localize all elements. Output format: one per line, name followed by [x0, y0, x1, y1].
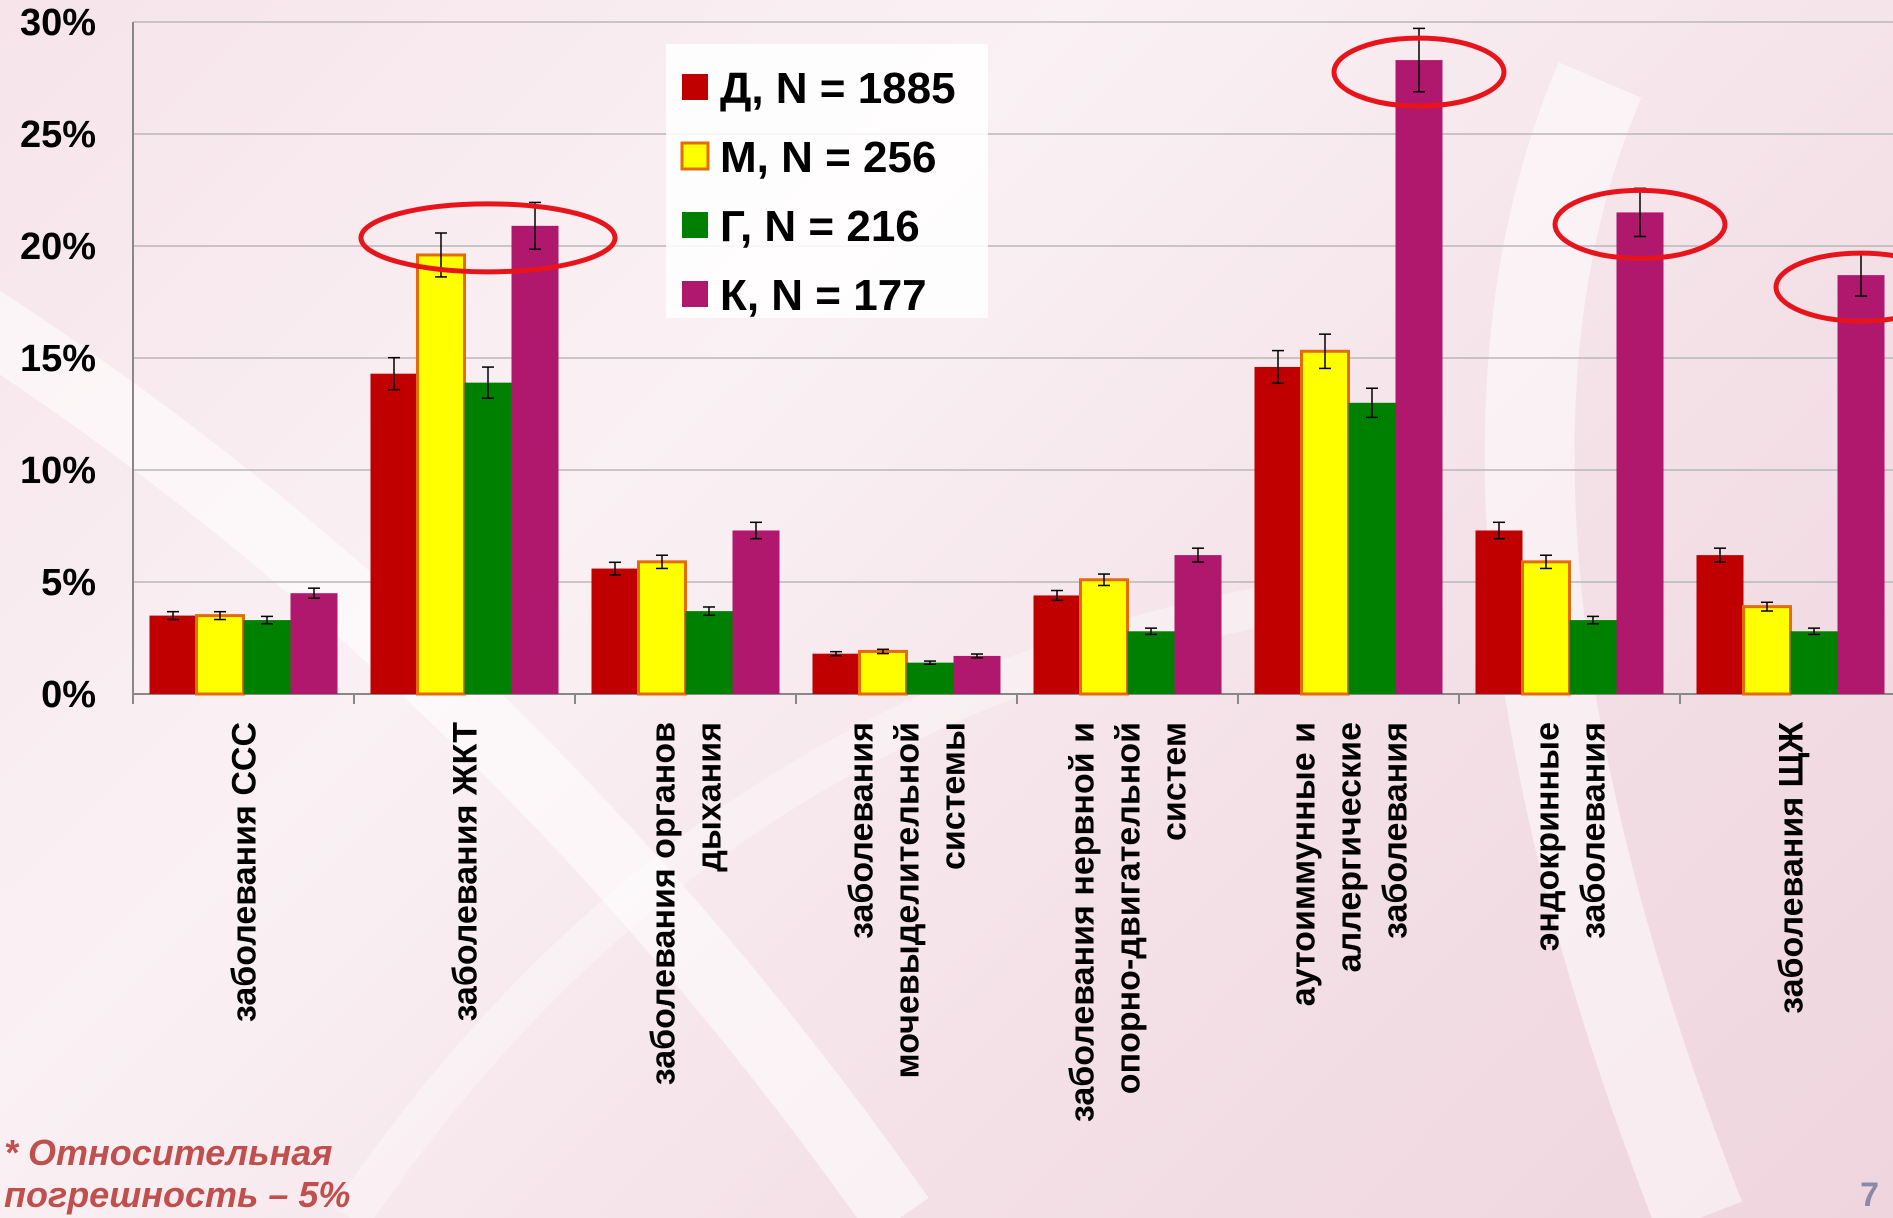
category-label-line: заболевания ЖКТ — [447, 722, 485, 1022]
bar — [1837, 275, 1885, 694]
category-label-line: системы — [935, 722, 973, 870]
bar — [1521, 560, 1571, 696]
bar — [858, 649, 908, 696]
category-label-line: систем — [1156, 722, 1194, 841]
category-label: аутоиммунные и аллергические заболевания — [1285, 722, 1415, 1006]
category-label: заболевания органов дыхания — [645, 722, 729, 1085]
category-label-line: эндокринные — [1529, 722, 1567, 951]
category-label-line: заболевания — [1575, 722, 1613, 939]
bar — [1475, 530, 1523, 694]
category-label-line: заболевания ЩЖ — [1773, 722, 1811, 1014]
category-label: заболевания ЖКТ — [447, 722, 485, 1022]
y-tick-label: 0% — [41, 674, 96, 716]
legend-label: Д, N = 1885 — [720, 64, 956, 113]
highlight-ellipse — [1552, 187, 1728, 261]
bar — [1348, 402, 1396, 694]
bar — [1696, 555, 1744, 694]
legend-swatch — [680, 141, 710, 171]
legend-label: М, N = 256 — [720, 133, 936, 182]
category-label-line: аллергические — [1331, 722, 1369, 972]
category-label-line: заболевания нервной и — [1064, 722, 1102, 1122]
bar — [1395, 60, 1443, 694]
bar — [1033, 595, 1081, 694]
legend-box — [666, 44, 988, 318]
category-label: заболевания мочевыделительной системы — [843, 722, 973, 1078]
legend-swatch — [682, 281, 708, 307]
legend-label: Г, N = 216 — [720, 202, 920, 251]
bar — [416, 253, 466, 696]
bar — [290, 593, 338, 694]
bar — [1569, 620, 1617, 694]
y-tick-label: 25% — [20, 114, 96, 156]
y-tick-label: 20% — [20, 226, 96, 268]
bar — [812, 653, 860, 694]
bar — [685, 611, 733, 694]
category-label-line: мочевыделительной — [889, 722, 927, 1078]
highlight-ellipse — [1773, 250, 1893, 324]
bar — [195, 614, 245, 696]
y-tick-label: 10% — [20, 450, 96, 492]
bar — [243, 620, 291, 694]
category-label-line: заболевания — [843, 722, 881, 939]
bar — [1254, 366, 1302, 694]
bar — [1127, 631, 1175, 694]
bar — [370, 373, 418, 694]
bar — [1616, 212, 1664, 694]
category-label-line: дыхания — [691, 722, 729, 872]
bar — [511, 225, 559, 694]
bar — [1079, 578, 1129, 696]
bar — [464, 382, 512, 694]
bar — [637, 560, 687, 696]
legend-swatch — [682, 74, 708, 100]
bar — [953, 655, 1001, 694]
bar — [149, 615, 197, 694]
bar — [591, 568, 639, 694]
category-label-line: заболевания органов — [645, 722, 683, 1085]
footnote: * Относительная погрешность – 5% — [4, 1132, 351, 1215]
category-label-line: аутоиммунные и — [1285, 722, 1323, 1006]
y-tick-label: 30% — [20, 2, 96, 44]
bar — [1742, 605, 1792, 696]
highlight-ellipse — [358, 201, 618, 275]
legend-label: К, N = 177 — [720, 271, 927, 320]
bar — [732, 530, 780, 694]
y-tick-label: 15% — [20, 338, 96, 380]
slide-number: 7 — [1860, 1176, 1879, 1214]
y-tick-label: 5% — [41, 562, 96, 604]
category-label-line: заболевания — [1377, 722, 1415, 939]
bar — [906, 662, 954, 694]
bar — [1174, 555, 1222, 694]
bar — [1300, 349, 1350, 696]
category-label-line: заболевания ССС — [226, 722, 264, 1022]
category-label: эндокринные заболевания — [1529, 722, 1613, 951]
bar — [1790, 631, 1838, 694]
category-label: заболевания ССС — [226, 722, 264, 1022]
legend-swatch — [682, 212, 708, 238]
highlight-ellipse — [1331, 35, 1507, 109]
category-label-line: опорно-двигательной — [1110, 722, 1148, 1094]
category-label: заболевания ЩЖ — [1773, 722, 1811, 1014]
category-label: заболевания нервной и опорно-двигательной… — [1064, 722, 1194, 1122]
